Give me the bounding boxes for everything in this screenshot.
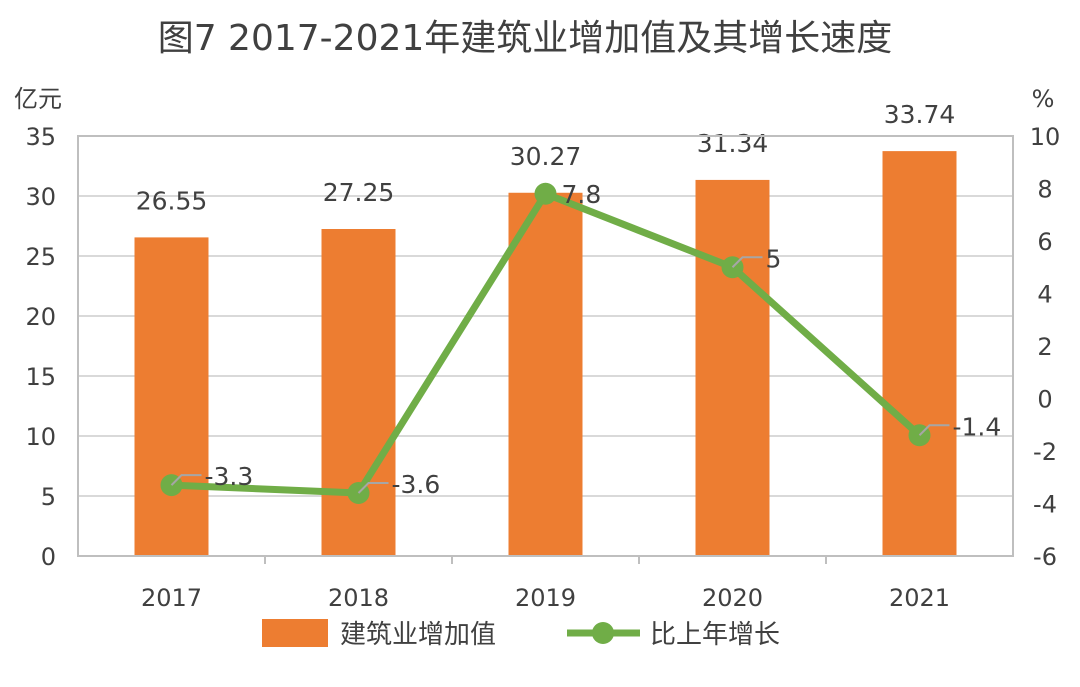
y-left-tick-label: 30 bbox=[25, 183, 56, 211]
x-tick-label: 2018 bbox=[328, 584, 389, 612]
x-tick-label: 2020 bbox=[702, 584, 763, 612]
line-data-label: -3.3 bbox=[205, 462, 254, 491]
bar-2017 bbox=[134, 237, 209, 556]
y-right-tick-label: 0 bbox=[1037, 386, 1052, 414]
y-left-tick-label: 35 bbox=[25, 123, 56, 151]
y-right-tick-label: 4 bbox=[1037, 281, 1052, 309]
y-left-tick-label: 5 bbox=[41, 483, 56, 511]
bar-data-label: 27.25 bbox=[323, 178, 395, 207]
y-left-tick-label: 0 bbox=[41, 543, 56, 571]
line-data-label: -3.6 bbox=[392, 470, 441, 499]
legend-label-line: 比上年增长 bbox=[650, 620, 780, 650]
leader-line bbox=[357, 482, 389, 494]
chart-title: 图7 2017-2021年建筑业增加值及其增长速度 bbox=[158, 18, 893, 59]
y-left-tick-label: 10 bbox=[25, 423, 56, 451]
legend-marker bbox=[592, 622, 614, 644]
y-right-tick-label: -4 bbox=[1033, 491, 1057, 519]
x-tick-label: 2019 bbox=[515, 584, 576, 612]
y-right-tick-label: -6 bbox=[1033, 543, 1057, 571]
bar-2021 bbox=[882, 151, 957, 556]
bar-data-label: 30.27 bbox=[510, 142, 582, 171]
legend: 建筑业增加值 比上年增长 bbox=[262, 619, 780, 650]
x-tick-label: 2021 bbox=[889, 584, 950, 612]
y-left-axis-label: 亿元 bbox=[14, 85, 62, 113]
y-right-tick-label: 6 bbox=[1037, 228, 1052, 256]
line-data-label: 7.8 bbox=[562, 180, 602, 209]
leader-line bbox=[731, 256, 763, 268]
y-right-tick-label: 10 bbox=[1030, 123, 1061, 151]
bar-2019 bbox=[508, 192, 583, 556]
bar-data-label: 31.34 bbox=[697, 129, 769, 158]
x-tick-label: 2017 bbox=[141, 584, 202, 612]
legend-label-bar: 建筑业增加值 bbox=[340, 620, 496, 650]
bar-2020 bbox=[695, 179, 770, 557]
y-right-axis-label: % bbox=[1032, 85, 1055, 113]
legend-swatch-bar bbox=[262, 619, 328, 647]
y-right-tick-label: -2 bbox=[1033, 438, 1057, 466]
plot-frame bbox=[77, 135, 1014, 557]
y-left-tick-label: 25 bbox=[25, 243, 56, 271]
line-data-label: 5 bbox=[766, 244, 782, 273]
growth-point-2019 bbox=[534, 182, 557, 205]
bar-data-label: 33.74 bbox=[884, 100, 956, 129]
leader-line bbox=[170, 474, 202, 486]
leader-line bbox=[918, 424, 950, 436]
y-right-tick-label: 8 bbox=[1037, 176, 1052, 204]
y-left-tick-label: 15 bbox=[25, 363, 56, 391]
bar-data-label: 26.55 bbox=[136, 186, 208, 215]
y-right-tick-label: 2 bbox=[1037, 333, 1052, 361]
y-left-tick-label: 20 bbox=[25, 303, 56, 331]
line-data-label: -1.4 bbox=[953, 412, 1002, 441]
bar-2018 bbox=[321, 229, 396, 556]
